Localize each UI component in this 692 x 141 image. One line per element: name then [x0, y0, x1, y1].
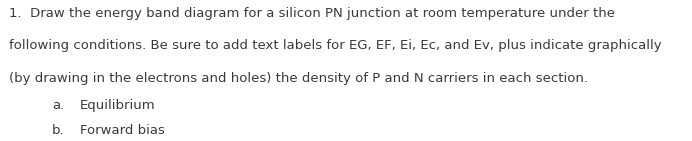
Text: following conditions. Be sure to add text labels for EG, EF, Ei, Ec, and Ev, plu: following conditions. Be sure to add tex… [9, 39, 662, 52]
Text: b.: b. [52, 124, 64, 137]
Text: Equilibrium: Equilibrium [80, 99, 155, 112]
Text: a.: a. [52, 99, 64, 112]
Text: 1.  Draw the energy band diagram for a silicon PN junction at room temperature u: 1. Draw the energy band diagram for a si… [9, 7, 615, 20]
Text: (by drawing in the electrons and holes) the density of P and N carriers in each : (by drawing in the electrons and holes) … [9, 72, 588, 85]
Text: Forward bias: Forward bias [80, 124, 165, 137]
